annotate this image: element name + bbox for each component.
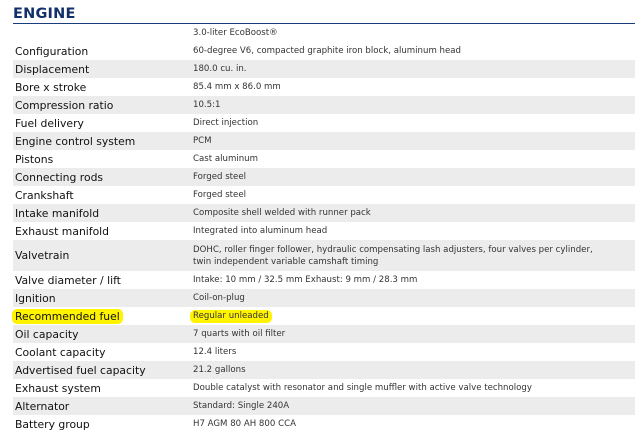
spec-value: Double catalyst with resonator and singl…: [193, 383, 532, 393]
spec-value: 3.0-liter EcoBoost®: [193, 28, 278, 38]
spec-row-configuration: Configuration 60-degree V6, compacted gr…: [13, 42, 635, 60]
spec-value: Forged steel: [193, 190, 247, 200]
engine-spec-table: 3.0-liter EcoBoost® Configuration 60-deg…: [12, 24, 635, 433]
spec-value: PCM: [193, 136, 212, 146]
spec-row-connecting-rods: Connecting rods Forged steel: [13, 168, 635, 186]
spec-row-engine-model: 3.0-liter EcoBoost®: [13, 24, 635, 42]
spec-value: Cast aluminum: [193, 154, 258, 164]
highlighted-spec-value: Regular unleaded: [190, 309, 272, 323]
spec-label: Valvetrain: [15, 249, 70, 262]
spec-value: 21.2 gallons: [193, 365, 246, 375]
spec-row-exhaust-manifold: Exhaust manifold Integrated into aluminu…: [13, 222, 635, 240]
spec-label: Pistons: [15, 152, 54, 166]
spec-value: Coil-on-plug: [193, 293, 245, 303]
spec-row-oil-capacity: Oil capacity 7 quarts with oil filter: [13, 325, 635, 343]
spec-label: Bore x stroke: [15, 80, 87, 94]
spec-row-bore-stroke: Bore x stroke 85.4 mm x 86.0 mm: [13, 78, 635, 96]
spec-row-compression-ratio: Compression ratio 10.5:1: [13, 96, 635, 114]
spec-value: Composite shell welded with runner pack: [193, 208, 371, 218]
spec-row-crankshaft: Crankshaft Forged steel: [13, 186, 635, 204]
section-title: ENGINE: [13, 6, 76, 22]
spec-row-coolant-capacity: Coolant capacity 12.4 liters: [13, 343, 635, 361]
spec-label: Connecting rods: [15, 170, 104, 184]
spec-value: Intake: 10 mm / 32.5 mm Exhaust: 9 mm / …: [193, 275, 418, 285]
spec-label: Battery group: [15, 417, 90, 431]
spec-value: 12.4 liters: [193, 347, 237, 357]
spec-value: 85.4 mm x 86.0 mm: [193, 82, 281, 92]
spec-value-cell: Regular unleaded: [190, 309, 635, 323]
spec-row-valvetrain: Valvetrain DOHC, roller finger follower,…: [13, 240, 635, 271]
spec-label: Configuration: [15, 44, 89, 58]
spec-row-engine-control-system: Engine control system PCM: [13, 132, 635, 150]
spec-label: Ignition: [15, 291, 56, 305]
spec-label: Fuel delivery: [15, 116, 84, 130]
spec-row-exhaust-system: Exhaust system Double catalyst with reso…: [13, 379, 635, 397]
spec-value: 60-degree V6, compacted graphite iron bl…: [193, 46, 462, 56]
spec-label: Compression ratio: [15, 98, 114, 112]
spec-row-ignition: Ignition Coil-on-plug: [13, 289, 635, 307]
spec-value: Direct injection: [193, 118, 259, 128]
spec-label: Coolant capacity: [15, 345, 106, 359]
spec-value: 10.5:1: [193, 100, 221, 110]
spec-label: Displacement: [15, 62, 90, 76]
spec-value: 7 quarts with oil filter: [193, 329, 286, 339]
spec-value: Standard: Single 240A: [193, 401, 290, 411]
spec-label: Exhaust manifold: [15, 224, 110, 238]
spec-label: Crankshaft: [15, 188, 74, 202]
spec-row-displacement: Displacement 180.0 cu. in.: [13, 60, 635, 78]
spec-row-fuel-delivery: Fuel delivery Direct injection: [13, 114, 635, 132]
spec-value: Integrated into aluminum head: [193, 226, 328, 236]
spec-label-cell: Recommended fuel: [12, 308, 193, 324]
spec-label: Engine control system: [15, 134, 136, 148]
highlighted-spec-label: Recommended fuel: [12, 308, 123, 324]
spec-row-battery-group: Battery group H7 AGM 80 AH 800 CCA: [13, 415, 635, 433]
spec-label: Alternator: [15, 399, 70, 413]
spec-value: 180.0 cu. in.: [193, 64, 247, 74]
spec-label: Valve diameter / lift: [15, 273, 121, 287]
spec-value: Forged steel: [193, 172, 247, 182]
spec-row-pistons: Pistons Cast aluminum: [13, 150, 635, 168]
spec-row-intake-manifold: Intake manifold Composite shell welded w…: [13, 204, 635, 222]
spec-label: Intake manifold: [15, 206, 100, 220]
spec-label: Advertised fuel capacity: [15, 363, 146, 377]
spec-label: Oil capacity: [15, 327, 79, 341]
spec-row-alternator: Alternator Standard: Single 240A: [13, 397, 635, 415]
section-rule: [13, 23, 635, 24]
spec-row-valve-diameter-lift: Valve diameter / lift Intake: 10 mm / 32…: [13, 271, 635, 289]
spec-value: DOHC, roller finger follower, hydraulic …: [193, 244, 593, 267]
spec-value: H7 AGM 80 AH 800 CCA: [193, 419, 296, 429]
spec-label: Exhaust system: [15, 381, 101, 395]
spec-row-recommended-fuel: Recommended fuel Regular unleaded: [12, 307, 635, 325]
spec-row-advertised-fuel-capacity: Advertised fuel capacity 21.2 gallons: [13, 361, 635, 379]
